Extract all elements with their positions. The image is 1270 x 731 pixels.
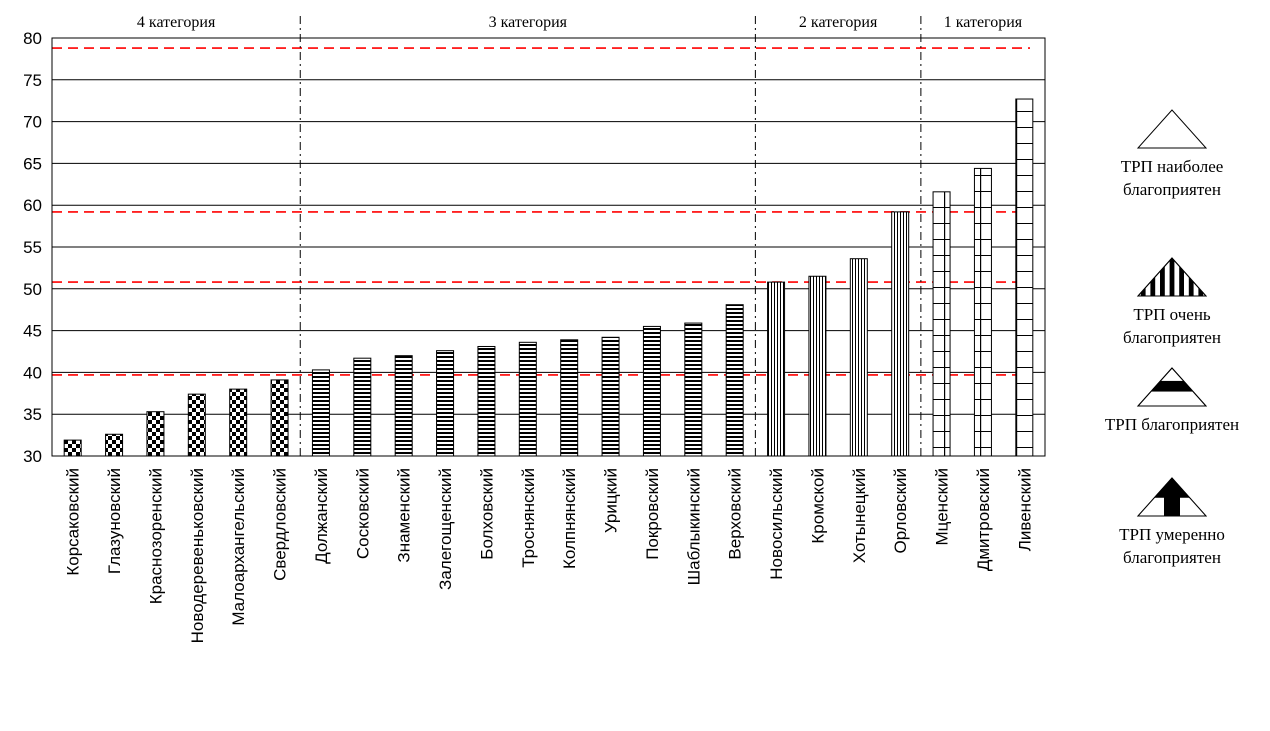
y-tick-label: 70 bbox=[23, 113, 42, 132]
x-tick-label: Свердловский bbox=[271, 468, 290, 581]
triangle-split-icon bbox=[1136, 477, 1208, 517]
bar bbox=[229, 388, 248, 457]
x-tick-label: Краснозоренский bbox=[146, 468, 165, 604]
legend-label: ТРП благоприятен bbox=[1105, 415, 1239, 434]
threshold-lines bbox=[52, 47, 1030, 376]
y-tick-label: 80 bbox=[23, 29, 42, 48]
x-tick-label: Покровский bbox=[643, 468, 662, 560]
legend-label: благоприятен bbox=[1123, 180, 1221, 199]
legend-label: благоприятен bbox=[1123, 328, 1221, 347]
y-tick-label: 55 bbox=[23, 238, 42, 257]
y-tick-label: 30 bbox=[23, 447, 42, 466]
section-label: 4 категория bbox=[137, 14, 216, 31]
bar bbox=[767, 281, 786, 457]
bar bbox=[436, 350, 455, 457]
legend-label: ТРП умеренно bbox=[1119, 525, 1225, 544]
plot-frame bbox=[51, 37, 1046, 457]
x-tick-label: Знаменский bbox=[395, 468, 414, 563]
x-tick-label: Хотынецкий bbox=[850, 468, 869, 563]
bar bbox=[394, 355, 413, 457]
x-tick-label: Залегощенский bbox=[436, 468, 455, 590]
bar bbox=[601, 336, 620, 457]
legend-label: ТРП наиболее bbox=[1121, 157, 1224, 176]
x-tick-label: Урицкий bbox=[602, 468, 621, 533]
bar bbox=[1015, 98, 1034, 457]
legend-label: ТРП очень bbox=[1133, 305, 1211, 324]
x-tick-label: Ливенский bbox=[1015, 468, 1034, 551]
triangle-band-icon bbox=[1136, 367, 1208, 407]
legend: ТРП наиболее благоприятен ТРП очень благопр… bbox=[1105, 109, 1239, 567]
x-tick-label: Новосильский bbox=[767, 468, 786, 580]
bar bbox=[932, 191, 951, 457]
bar bbox=[808, 275, 827, 457]
x-tick-label: Дмитровский bbox=[974, 468, 993, 571]
bar bbox=[560, 339, 579, 457]
section-dividers bbox=[299, 16, 922, 456]
x-tick-label: Болховский bbox=[477, 468, 496, 560]
bar bbox=[311, 369, 330, 457]
bar bbox=[105, 433, 124, 457]
section-label: 1 категория bbox=[944, 14, 1023, 31]
x-tick-label: Мценский bbox=[933, 468, 952, 545]
y-tick-label: 50 bbox=[23, 280, 42, 299]
y-tick-label: 65 bbox=[23, 154, 42, 173]
bar bbox=[518, 341, 537, 457]
x-tick-label: Должанский bbox=[312, 468, 331, 564]
bar bbox=[477, 345, 496, 457]
y-tick-label: 40 bbox=[23, 363, 42, 382]
x-tick-label: Сосковский bbox=[353, 468, 372, 559]
bar bbox=[187, 393, 206, 457]
x-tick-label: Колпнянский bbox=[560, 468, 579, 569]
triangle-empty-icon bbox=[1136, 109, 1208, 149]
y-tick-label: 60 bbox=[23, 196, 42, 215]
y-tick-label: 45 bbox=[23, 322, 42, 341]
x-tick-label: Орловский bbox=[891, 468, 910, 553]
x-tick-label: Шаблыкинский bbox=[684, 468, 703, 585]
bar bbox=[270, 379, 289, 457]
bar bbox=[725, 304, 744, 457]
bar bbox=[642, 325, 661, 457]
y-tick-label: 75 bbox=[23, 71, 42, 90]
bar bbox=[146, 411, 165, 457]
section-label: 2 категория bbox=[799, 14, 878, 31]
x-tick-label: Новодеревеньковский bbox=[188, 468, 207, 643]
bar bbox=[353, 357, 372, 457]
bar bbox=[684, 322, 703, 457]
section-labels: 4 категория 3 категория 2 категория 1 катег… bbox=[137, 14, 1023, 31]
x-tick-label: Троснянский bbox=[519, 468, 538, 568]
y-axis: 30 35 40 45 50 55 60 65 70 75 80 bbox=[23, 29, 42, 466]
bars bbox=[63, 98, 1034, 457]
y-tick-label: 35 bbox=[23, 405, 42, 424]
bar bbox=[891, 211, 910, 457]
x-tick-label: Глазуновский bbox=[105, 468, 124, 574]
legend-label: благоприятен bbox=[1123, 548, 1221, 567]
x-tick-label: Верховский bbox=[726, 468, 745, 560]
bar bbox=[849, 258, 868, 457]
section-label: 3 категория bbox=[489, 14, 568, 31]
triangle-striped-icon bbox=[1136, 257, 1208, 297]
x-axis: Корсаковский Глазуновский Краснозоренский Н… bbox=[64, 468, 1035, 643]
bar bbox=[973, 167, 992, 457]
x-tick-label: Кромской bbox=[808, 468, 827, 544]
bar bbox=[63, 439, 82, 457]
x-tick-label: Малоархангельский bbox=[229, 468, 248, 626]
x-tick-label: Корсаковский bbox=[64, 468, 83, 576]
